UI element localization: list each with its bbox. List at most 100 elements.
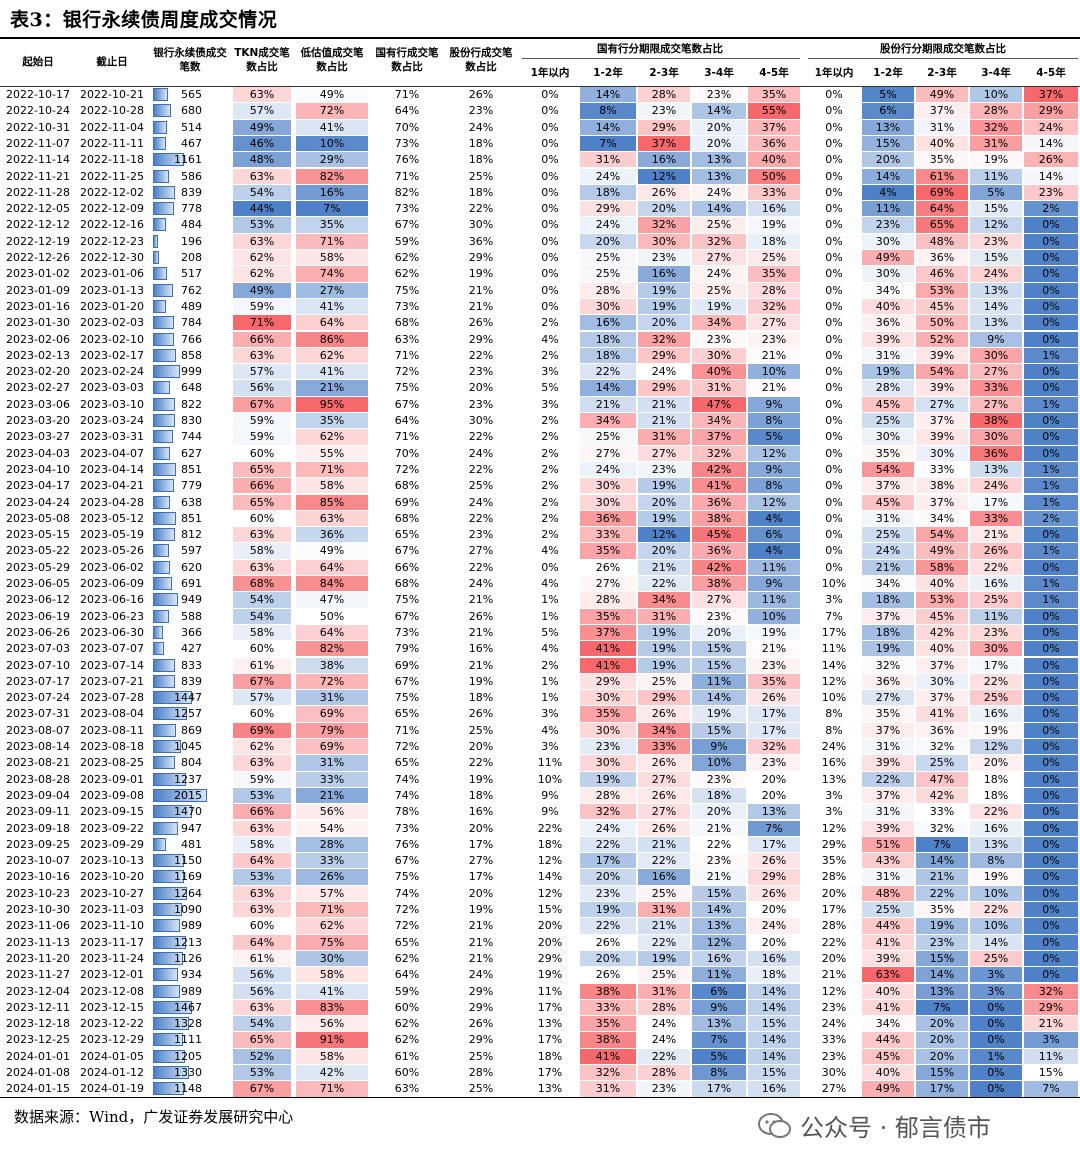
share-cell: 20% (862, 152, 914, 168)
share-cell: 23% (1024, 184, 1078, 201)
share-cell: 18% (970, 771, 1022, 787)
volume-bar (153, 805, 192, 819)
table-row: 2023-09-11 2023-09-15 1470 66% 56% 32% 27% 20% 1… (0, 804, 1080, 820)
volume-cell: 691 (181, 577, 202, 590)
share-cell: 27% (580, 576, 636, 592)
share-cell: 42% (692, 461, 746, 478)
share-cell: 7% (916, 999, 968, 1016)
start-date-cell: 2023-02-06 (6, 332, 70, 346)
start-date-cell: 2023-01-09 (6, 283, 70, 297)
share-cell: 17% (970, 657, 1022, 673)
share-cell: 35% (580, 608, 636, 624)
share-cell: 21% (468, 625, 494, 639)
share-cell: 25% (970, 690, 1022, 706)
share-cell: 21% (638, 559, 690, 575)
share-cell: 2% (541, 348, 559, 362)
share-cell: 43% (862, 853, 914, 869)
share-cell: 18% (468, 153, 494, 167)
share-cell: 22% (468, 202, 494, 216)
start-date-cell: 2022-10-24 (6, 104, 70, 118)
share-cell: 30% (580, 755, 636, 771)
end-date-cell: 2024-01-05 (80, 1049, 144, 1063)
volume-bar (153, 642, 164, 656)
table-row: 2022-11-28 2022-12-02 839 54% 16% 18% 26% 24% 33… (0, 184, 1080, 201)
share-cell: 3% (825, 788, 843, 802)
share-cell: 26% (638, 184, 690, 201)
share-cell: 17% (970, 494, 1022, 510)
share-cell: 25% (468, 479, 494, 493)
share-cell: 0% (825, 381, 843, 395)
share-cell: 73% (394, 821, 420, 835)
share-cell: 20% (638, 494, 690, 510)
share-cell: 21% (692, 869, 746, 885)
share-cell: 32% (580, 804, 636, 820)
share-cell: 17% (537, 1000, 563, 1014)
header-term-jsb-3: 3-4年 (981, 67, 1011, 79)
share-cell: 13% (692, 918, 746, 934)
share-cell: 53% (233, 1065, 291, 1081)
share-cell: 22% (580, 836, 636, 853)
start-date-cell: 2022-10-31 (6, 120, 70, 134)
table-row: 2023-02-27 2023-03-03 648 56% 21% 14% 29% 31% 21… (0, 380, 1080, 396)
share-cell: 31% (580, 152, 636, 168)
share-cell: 10% (970, 885, 1022, 901)
end-date-cell: 2023-12-08 (80, 984, 144, 998)
share-cell: 27% (468, 854, 494, 868)
share-cell: 71% (394, 88, 420, 101)
header-term-jsb-4: 4-5年 (1036, 67, 1066, 79)
share-cell: 53% (916, 282, 968, 298)
header-soe-share: 国有行成交笔数占比 (375, 47, 439, 73)
share-cell: 63% (233, 347, 291, 364)
share-cell: 25% (692, 282, 746, 298)
share-cell: 15% (916, 950, 968, 967)
share-cell: 65% (233, 1032, 291, 1048)
volume-cell: 949 (181, 593, 202, 607)
share-cell: 20% (692, 119, 746, 135)
share-cell: 18% (580, 331, 636, 347)
share-cell: 20% (580, 869, 636, 885)
volume-bar (153, 316, 174, 330)
share-cell: 14% (580, 380, 636, 396)
share-cell: 5% (748, 429, 800, 445)
share-cell: 9% (748, 461, 800, 478)
share-cell: 23% (580, 885, 636, 901)
share-cell: 2% (1024, 201, 1078, 217)
start-date-cell: 2023-04-17 (6, 479, 70, 493)
share-cell: 31% (638, 608, 690, 624)
share-cell: 16% (970, 706, 1022, 722)
share-cell: 29% (638, 119, 690, 135)
share-cell: 7% (1024, 1081, 1078, 1097)
share-cell: 19% (468, 772, 494, 786)
share-cell: 26% (468, 707, 494, 721)
share-cell: 0% (825, 153, 843, 167)
share-cell: 15% (537, 903, 563, 916)
share-cell: 71% (296, 233, 368, 249)
share-cell: 28% (296, 836, 368, 853)
share-cell: 1% (1024, 478, 1078, 494)
share-cell: 20% (468, 381, 494, 395)
share-cell: 67% (394, 218, 420, 232)
share-cell: 63% (862, 967, 914, 983)
share-cell: 13% (970, 282, 1022, 298)
share-cell: 53% (916, 592, 968, 608)
share-cell: 63% (233, 559, 291, 575)
volume-cell: 858 (181, 348, 202, 362)
share-cell: 0% (825, 446, 843, 460)
table-row: 2023-05-15 2023-05-19 812 63% 36% 33% 12% 45% 6%… (0, 527, 1080, 543)
table-row: 2023-07-31 2023-08-04 1257 60% 69% 35% 26% 19% 1… (0, 706, 1080, 722)
share-cell: 72% (394, 365, 420, 379)
share-cell: 65% (233, 494, 291, 510)
share-cell: 0% (970, 999, 1022, 1016)
share-cell: 0% (1024, 853, 1078, 869)
share-cell: 21% (468, 299, 494, 313)
share-cell: 16% (296, 184, 368, 201)
share-cell: 42% (916, 787, 968, 804)
share-cell: 20% (537, 919, 563, 933)
share-cell: 72% (296, 103, 368, 119)
share-cell: 67% (394, 674, 420, 688)
share-cell: 40% (748, 152, 800, 168)
volume-cell: 1257 (174, 707, 202, 721)
start-date-cell: 2023-08-07 (6, 723, 70, 737)
share-cell: 21% (970, 527, 1022, 543)
end-date-cell: 2023-11-10 (80, 919, 144, 933)
